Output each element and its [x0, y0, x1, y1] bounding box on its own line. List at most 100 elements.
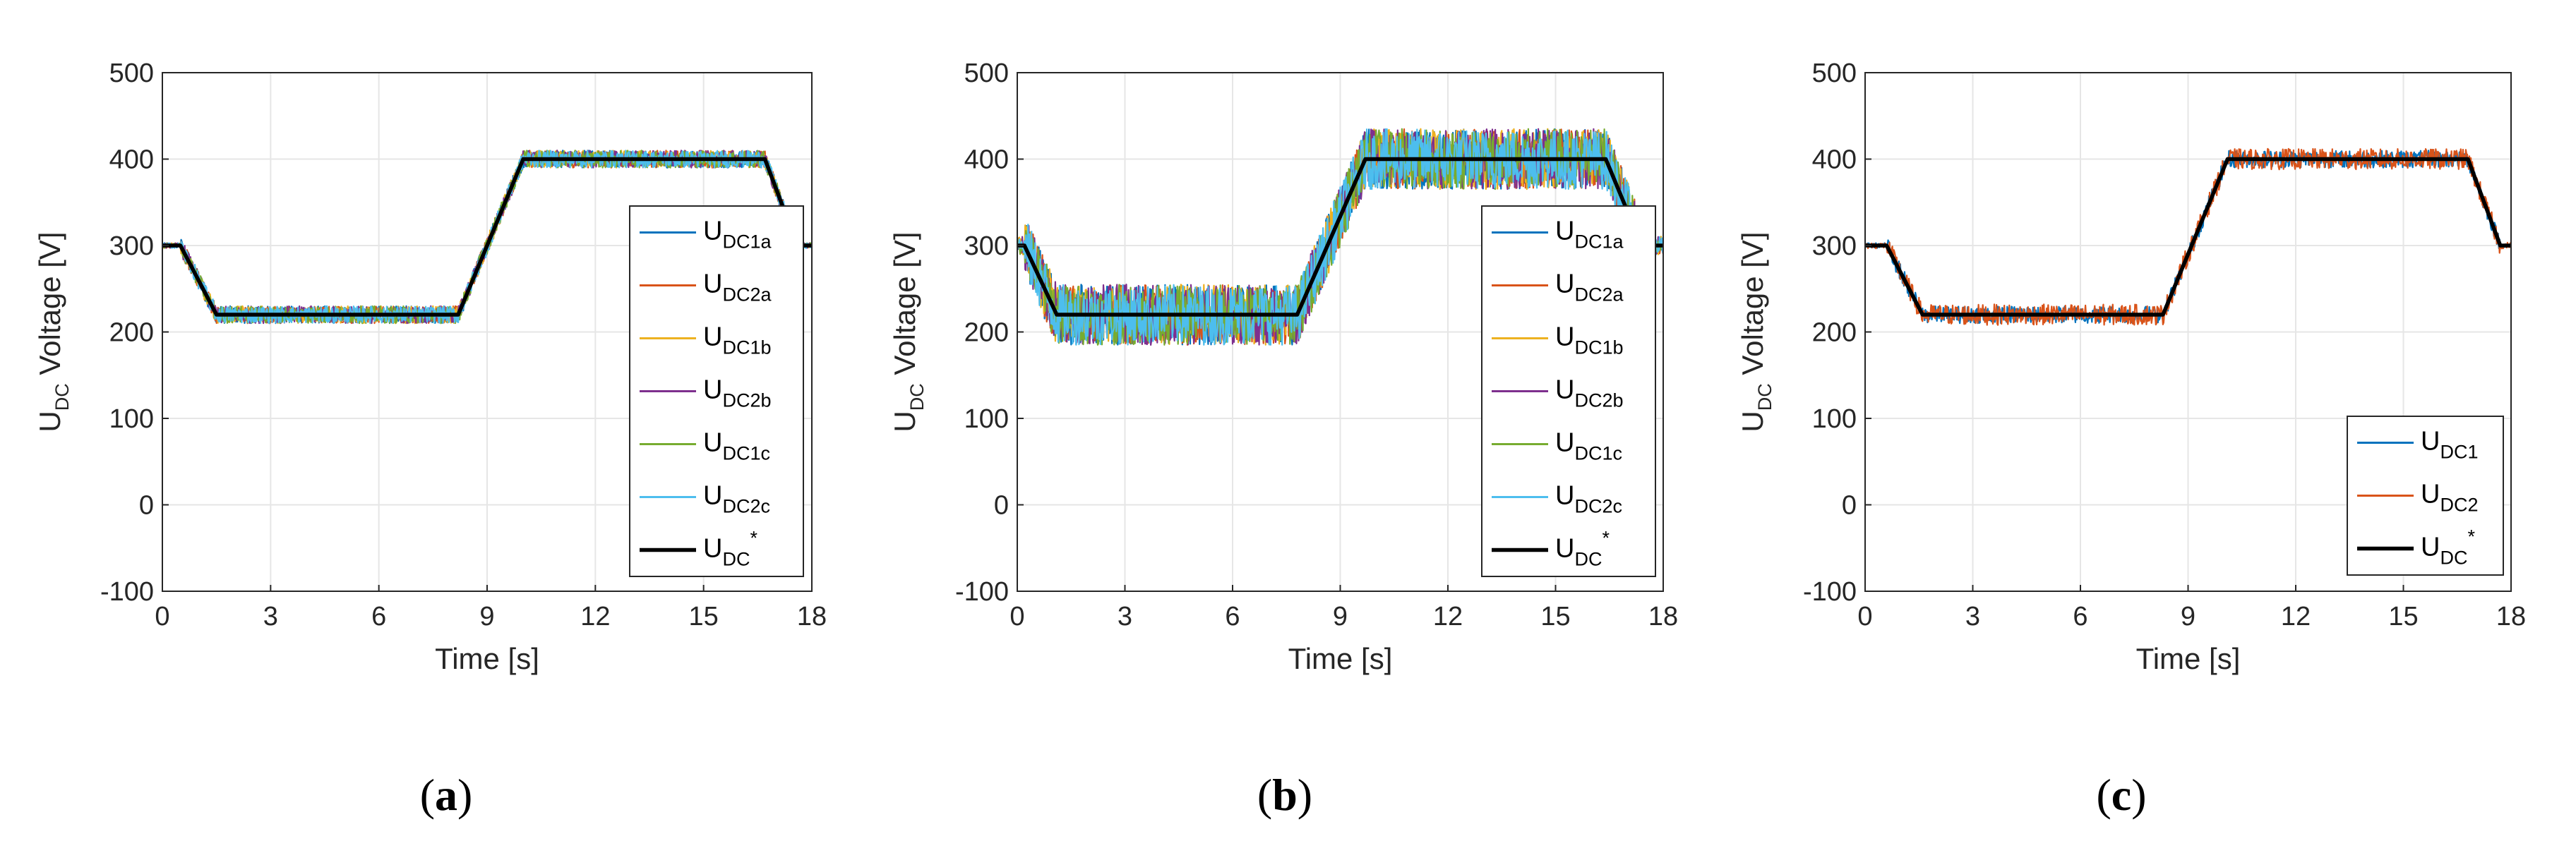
y-tick-label: 400	[109, 145, 154, 175]
legend-name-main: U	[2421, 533, 2440, 562]
y-label-rest: Voltage [V]	[1736, 231, 1769, 383]
x-tick-label: 18	[1648, 602, 1678, 631]
y-label-rest: Voltage [V]	[888, 231, 921, 383]
caption-letter: b	[1272, 770, 1298, 820]
y-label-sub: DC	[1754, 383, 1775, 411]
legend-entry: UDC1c	[703, 428, 770, 464]
caption-open: (	[1257, 770, 1272, 820]
y-tick-label: 200	[1812, 318, 1857, 348]
legend-name-sub: DC	[2440, 548, 2467, 569]
legend-name-sub: DC1a	[1574, 231, 1624, 253]
x-axis-label: Time [s]	[1288, 642, 1393, 675]
legend-name-main: U	[1555, 322, 1574, 352]
x-tick-label: 15	[1540, 602, 1570, 631]
legend-name-sub: DC1a	[722, 231, 772, 253]
y-tick-label: 500	[109, 59, 154, 88]
legend-name-sub: DC	[722, 549, 750, 570]
legend-name-sub: DC2c	[1574, 496, 1622, 517]
y-label-main: U	[888, 411, 921, 432]
y-tick-label: 500	[1812, 59, 1857, 88]
y-tick-label: -100	[100, 577, 154, 607]
panel-caption: (c)	[2096, 770, 2146, 820]
y-axis-label: UDC Voltage [V]	[33, 231, 73, 432]
caption-close: )	[2131, 770, 2146, 820]
x-tick-label: 0	[1010, 602, 1024, 631]
y-label-sub: DC	[52, 383, 73, 411]
reference-line	[1865, 157, 2511, 317]
legend-name-main: U	[703, 322, 722, 352]
legend-name-sub: DC1b	[1574, 337, 1623, 358]
y-tick-label: 300	[1812, 231, 1857, 261]
legend-name-sup: *	[1602, 528, 1610, 549]
y-tick-label: 100	[964, 404, 1009, 434]
y-axis-label: UDC Voltage [V]	[1736, 231, 1775, 432]
x-tick-label: 0	[155, 602, 169, 631]
y-label-sub: DC	[906, 383, 928, 411]
x-tick-label: 9	[479, 602, 494, 631]
legend-name-main: U	[2421, 427, 2440, 456]
legend-name-sub: DC1	[2440, 442, 2478, 463]
panel-caption: (a)	[420, 770, 473, 820]
legend-name-main: U	[703, 375, 722, 405]
legend-entry: UDC1	[2421, 427, 2478, 463]
legend-entry: UDC*	[703, 528, 757, 570]
x-tick-label: 18	[2496, 602, 2526, 631]
legend-name-sub: DC2b	[1574, 390, 1623, 411]
legend-entry: UDC1c	[1555, 428, 1622, 464]
legend-entry: UDC2a	[1555, 270, 1624, 305]
x-tick-label: 12	[580, 602, 610, 631]
legend-name-main: U	[703, 428, 722, 458]
legend-name-main: U	[1555, 270, 1574, 299]
caption-close: )	[457, 770, 472, 820]
y-tick-label: 0	[1842, 491, 1857, 521]
caption-letter: a	[435, 770, 457, 820]
legend-name-sub: DC1b	[722, 337, 771, 358]
legend-entry: UDC1b	[1555, 322, 1623, 358]
legend-name-main: U	[703, 481, 722, 511]
x-tick-label: 18	[797, 602, 827, 631]
x-axis-label: Time [s]	[435, 642, 539, 675]
legend-entry: UDC2b	[1555, 375, 1623, 411]
legend-entry: UDC2	[2421, 480, 2478, 516]
legend-entry: UDC*	[2421, 526, 2475, 569]
y-label-rest: Voltage [V]	[33, 231, 66, 383]
legend-name-sub: DC2	[2440, 495, 2478, 516]
y-tick-label: 200	[964, 318, 1009, 348]
legend-name-sub: DC2c	[722, 496, 770, 517]
y-tick-label: -100	[955, 577, 1009, 607]
y-tick-label: 0	[139, 491, 154, 521]
x-tick-label: 6	[371, 602, 386, 631]
y-tick-label: 200	[109, 318, 154, 348]
caption-open: (	[420, 770, 435, 820]
y-label-main: U	[1736, 411, 1769, 432]
x-axis-label: Time [s]	[2136, 642, 2241, 675]
legend-entry: UDC1a	[703, 217, 772, 253]
legend-name-main: U	[1555, 375, 1574, 405]
legend-name-main: U	[1555, 534, 1574, 564]
legend-name-sub: DC1c	[722, 443, 770, 464]
legend-name-main: U	[1555, 428, 1574, 458]
legend-name-sub: DC2a	[722, 284, 772, 305]
x-tick-label: 0	[1857, 602, 1872, 631]
x-tick-label: 6	[1225, 602, 1240, 631]
y-tick-label: 300	[964, 231, 1009, 261]
x-tick-label: 12	[1433, 602, 1463, 631]
legend-name-sup: *	[2467, 526, 2475, 548]
x-tick-label: 6	[2073, 602, 2087, 631]
legend-name-main: U	[703, 270, 722, 299]
legend-name-sup: *	[750, 528, 757, 549]
legend-entry: UDC2c	[1555, 481, 1622, 517]
caption-open: (	[2096, 770, 2111, 820]
x-tick-label: 3	[1965, 602, 1980, 631]
y-label-main: U	[33, 411, 66, 432]
y-tick-label: 500	[964, 59, 1009, 88]
legend-entry: UDC*	[1555, 528, 1610, 570]
legend-entry: UDC2b	[703, 375, 771, 411]
caption-letter: c	[2111, 770, 2131, 820]
y-axis-label: UDC Voltage [V]	[888, 231, 928, 432]
x-tick-label: 3	[1118, 602, 1132, 631]
